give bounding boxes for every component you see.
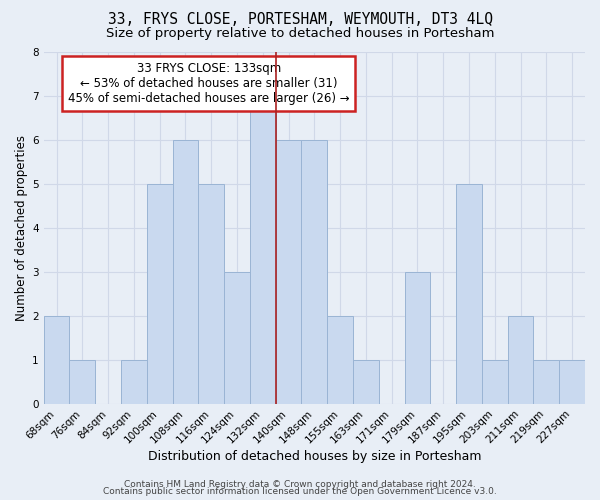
Bar [301, 140, 327, 404]
Bar [327, 316, 353, 404]
Bar [275, 140, 301, 404]
Bar [559, 360, 585, 404]
Text: 33 FRYS CLOSE: 133sqm
← 53% of detached houses are smaller (31)
45% of semi-deta: 33 FRYS CLOSE: 133sqm ← 53% of detached … [68, 62, 350, 105]
Text: 33, FRYS CLOSE, PORTESHAM, WEYMOUTH, DT3 4LQ: 33, FRYS CLOSE, PORTESHAM, WEYMOUTH, DT3… [107, 12, 493, 28]
Bar [404, 272, 430, 404]
Text: Contains HM Land Registry data © Crown copyright and database right 2024.: Contains HM Land Registry data © Crown c… [124, 480, 476, 489]
Bar [173, 140, 199, 404]
Bar [199, 184, 224, 404]
Text: Contains public sector information licensed under the Open Government Licence v3: Contains public sector information licen… [103, 488, 497, 496]
Bar [456, 184, 482, 404]
Bar [533, 360, 559, 404]
Bar [121, 360, 147, 404]
X-axis label: Distribution of detached houses by size in Portesham: Distribution of detached houses by size … [148, 450, 481, 462]
Text: Size of property relative to detached houses in Portesham: Size of property relative to detached ho… [106, 28, 494, 40]
Bar [44, 316, 70, 404]
Bar [224, 272, 250, 404]
Bar [482, 360, 508, 404]
Bar [508, 316, 533, 404]
Bar [353, 360, 379, 404]
Bar [147, 184, 173, 404]
Y-axis label: Number of detached properties: Number of detached properties [15, 134, 28, 320]
Bar [70, 360, 95, 404]
Bar [250, 96, 275, 404]
